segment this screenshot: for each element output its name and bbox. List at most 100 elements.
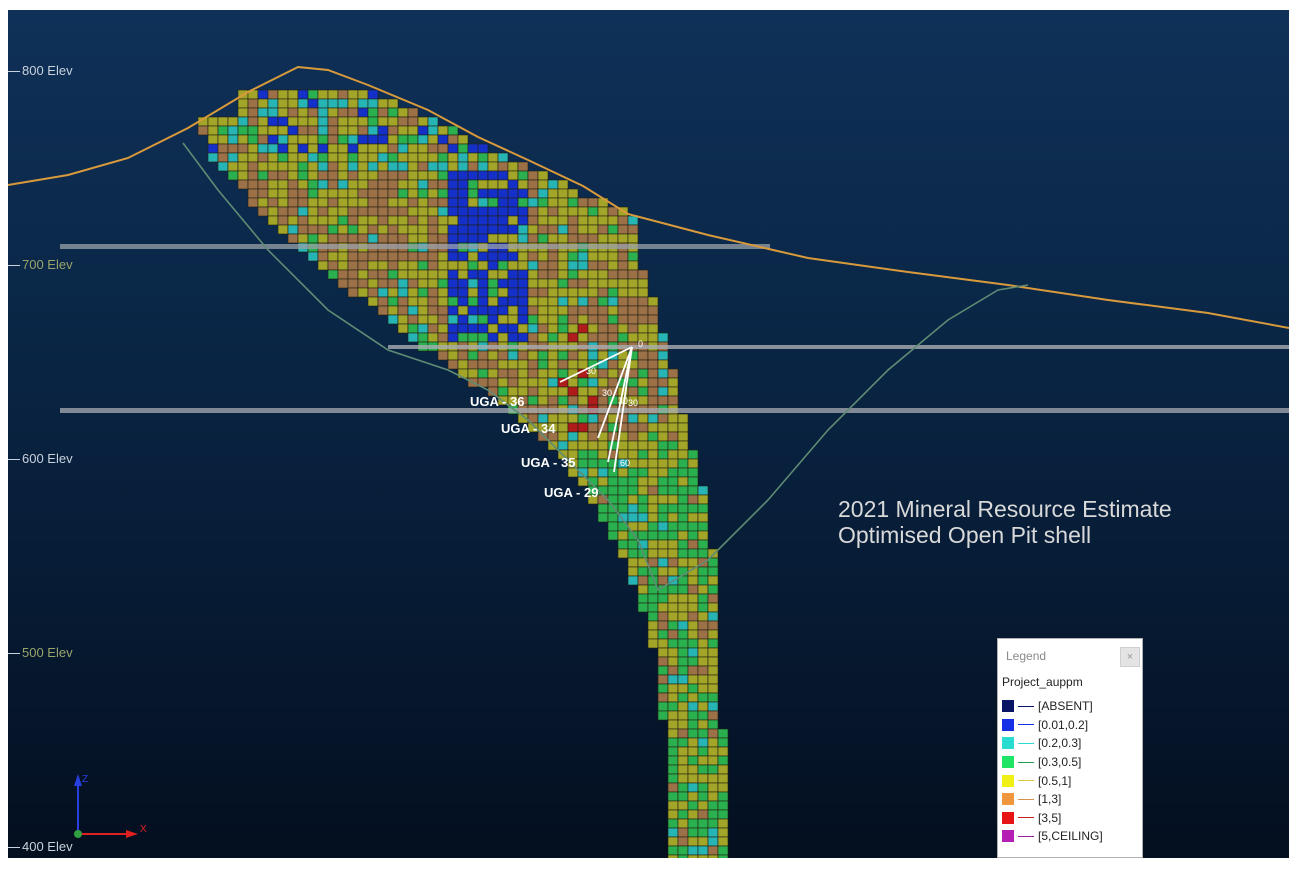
- model-block: [687, 575, 699, 586]
- legend-line-sample: [1018, 705, 1034, 707]
- model-block: [497, 215, 509, 226]
- model-block: [307, 179, 319, 190]
- model-block: [677, 764, 689, 775]
- model-block: [667, 818, 679, 829]
- model-block: [377, 260, 389, 271]
- drillhole-label-uga-29: UGA - 29: [544, 485, 599, 500]
- model-block: [257, 98, 269, 109]
- model-block: [297, 89, 309, 100]
- model-block: [577, 395, 589, 406]
- model-block: [467, 170, 479, 181]
- 3d-viewport[interactable]: 0 30 30 30 30 60 800 Elev 700 Elev 600 Elev 5…: [8, 10, 1289, 858]
- model-block: [677, 746, 689, 757]
- model-block: [697, 674, 709, 685]
- model-block: [367, 89, 379, 100]
- model-block: [557, 350, 569, 361]
- model-block: [557, 395, 569, 406]
- legend-close-button[interactable]: ×: [1120, 647, 1140, 667]
- model-block: [537, 296, 549, 307]
- model-block: [677, 422, 689, 433]
- model-block: [627, 512, 639, 523]
- model-block: [547, 386, 559, 397]
- model-block: [397, 296, 409, 307]
- model-block: [617, 224, 629, 235]
- model-block: [567, 440, 579, 451]
- model-block: [317, 260, 329, 271]
- model-block: [657, 638, 669, 649]
- model-block: [607, 287, 619, 298]
- model-block: [397, 278, 409, 289]
- model-block: [437, 206, 449, 217]
- model-block: [487, 224, 499, 235]
- model-block: [247, 188, 259, 199]
- model-block: [697, 782, 709, 793]
- model-block: [487, 278, 499, 289]
- drillhole-depth-label: 0: [638, 339, 643, 349]
- model-block: [607, 278, 619, 289]
- model-block: [647, 296, 659, 307]
- model-block: [667, 620, 679, 631]
- model-block: [677, 530, 689, 541]
- legend-title: Legend: [1006, 649, 1047, 663]
- model-block: [697, 701, 709, 712]
- model-block: [267, 161, 279, 172]
- model-block: [227, 125, 239, 136]
- model-block: [547, 224, 559, 235]
- model-block: [577, 251, 589, 262]
- model-block: [567, 377, 579, 388]
- model-block: [407, 188, 419, 199]
- model-block: [667, 467, 679, 478]
- model-block: [377, 188, 389, 199]
- model-block: [417, 233, 429, 244]
- model-block: [367, 161, 379, 172]
- model-block: [507, 260, 519, 271]
- model-block: [627, 287, 639, 298]
- model-block: [457, 287, 469, 298]
- model-block: [607, 332, 619, 343]
- model-block: [457, 188, 469, 199]
- model-block: [707, 827, 719, 838]
- model-block: [677, 773, 689, 784]
- model-block: [387, 296, 399, 307]
- model-block: [317, 116, 329, 127]
- model-block: [287, 152, 299, 163]
- model-block: [677, 827, 689, 838]
- model-block: [627, 566, 639, 577]
- model-block: [487, 287, 499, 298]
- model-block: [257, 143, 269, 154]
- model-block: [557, 215, 569, 226]
- model-block: [537, 350, 549, 361]
- model-block: [637, 494, 649, 505]
- model-block: [667, 827, 679, 838]
- model-block: [427, 260, 439, 271]
- model-block: [307, 161, 319, 172]
- legend-panel[interactable]: Legend × Project_auppm [ABSENT] [0.01,0.2…: [997, 638, 1143, 858]
- model-block: [617, 485, 629, 496]
- model-block: [587, 296, 599, 307]
- model-block: [687, 854, 699, 858]
- model-block: [567, 215, 579, 226]
- model-block: [627, 476, 639, 487]
- model-block: [657, 683, 669, 694]
- model-block: [347, 125, 359, 136]
- model-block: [377, 107, 389, 118]
- model-block: [687, 845, 699, 856]
- model-block: [557, 269, 569, 280]
- model-block: [217, 116, 229, 127]
- model-block: [527, 359, 539, 370]
- model-block: [307, 251, 319, 262]
- model-block: [547, 296, 559, 307]
- model-block: [517, 197, 529, 208]
- model-block: [357, 116, 369, 127]
- model-block: [337, 215, 349, 226]
- model-block: [647, 611, 659, 622]
- model-block: [547, 179, 559, 190]
- model-block: [297, 206, 309, 217]
- model-block: [427, 305, 439, 316]
- model-block: [287, 134, 299, 145]
- model-block: [647, 422, 659, 433]
- model-block: [217, 161, 229, 172]
- model-block: [327, 269, 339, 280]
- model-block: [447, 161, 459, 172]
- model-block: [687, 476, 699, 487]
